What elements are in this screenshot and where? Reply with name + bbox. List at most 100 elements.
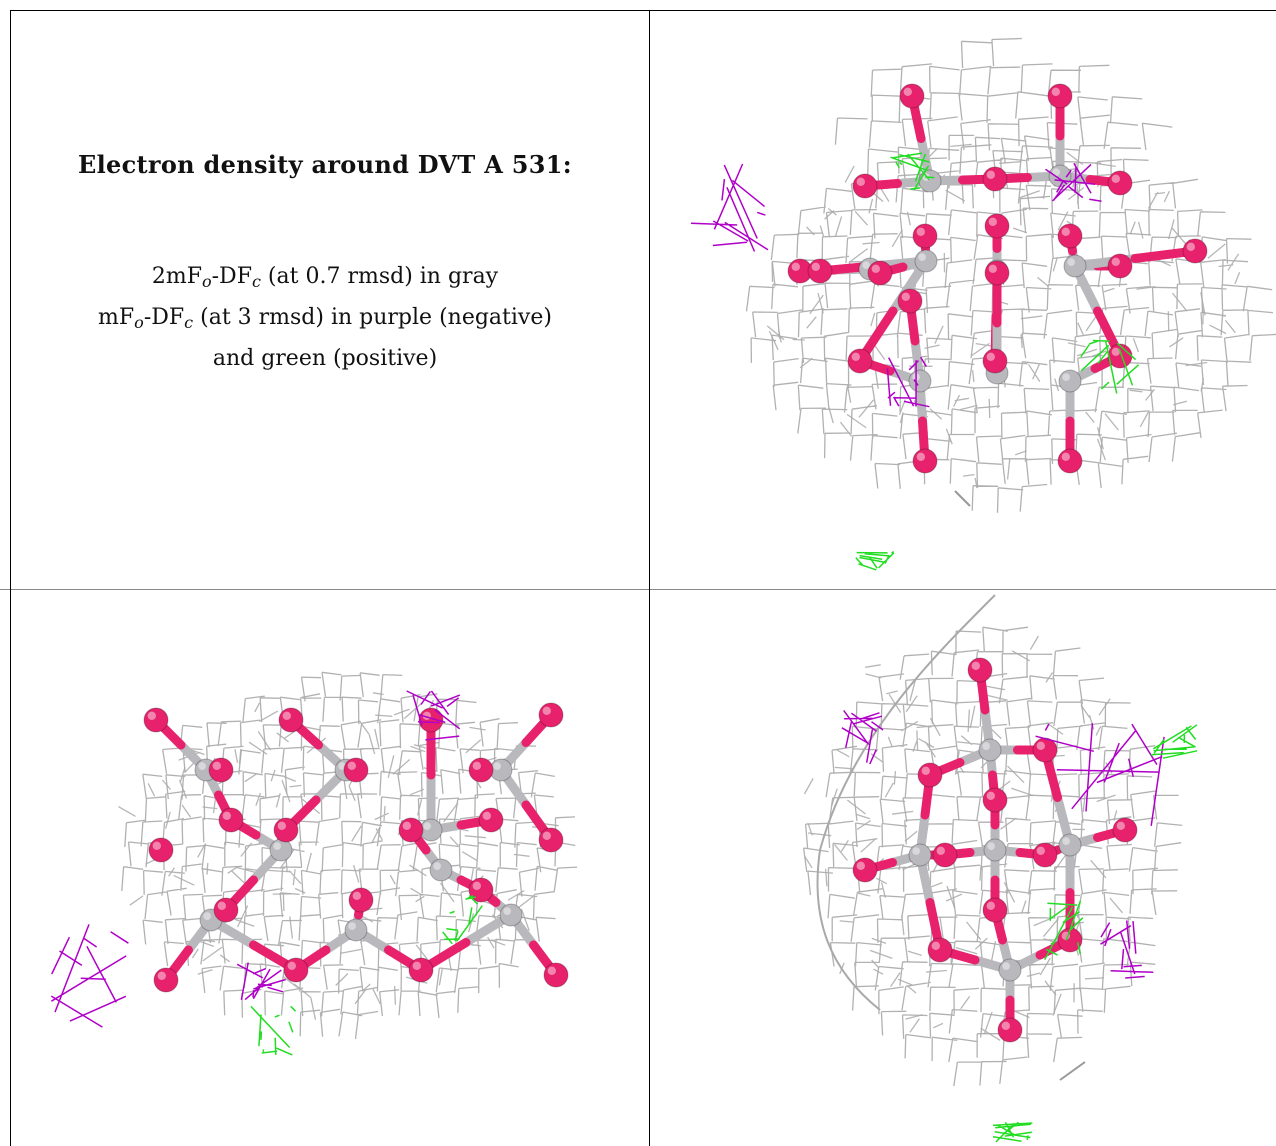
metal-atom-highlight (1052, 168, 1060, 176)
oxygen-atom-highlight (347, 761, 356, 770)
oxygen-atom (984, 260, 1010, 286)
oxygen-atom-highlight (547, 966, 556, 975)
caption-line1-sub-c: c (251, 272, 261, 291)
oxygen-atom-highlight (1111, 347, 1120, 356)
oxygen-atom (847, 348, 873, 374)
metal-atom (918, 169, 942, 193)
negative-density-blob (841, 709, 884, 765)
metal-atom (978, 738, 1002, 762)
negative-density-blob (1035, 723, 1165, 826)
metal-atom-highlight (433, 862, 441, 870)
caption-title: Electron density around DVT A 531: (78, 150, 572, 179)
oxygen-atom-highlight (282, 711, 291, 720)
oxygen-atom-highlight (472, 881, 481, 890)
oxygen-atom-highlight (1061, 227, 1070, 236)
oxygen-atom (897, 288, 923, 314)
oxygen-atom-highlight (1111, 174, 1120, 183)
oxygen-atom (1032, 737, 1058, 763)
oxygen-atom (1112, 817, 1138, 843)
oxygen-atom-highlight (1036, 846, 1045, 855)
metal-atom-highlight (862, 261, 870, 269)
oxygen-atom (912, 223, 938, 249)
oxygen-atom-highlight (916, 452, 925, 461)
caption-line-green: and green (positive) (212, 346, 438, 371)
oxygen-atom-highlight (1116, 821, 1125, 830)
density-mesh-gray (745, 134, 1276, 513)
metal-atom (429, 858, 453, 882)
oxygen-atom-highlight (986, 352, 995, 361)
density-panel-bottom-right (650, 590, 1276, 1146)
density-mesh-gray-strands (766, 143, 1241, 489)
oxygen-atom (278, 707, 304, 733)
negative-density-blob (1100, 920, 1154, 979)
negative-density-blob (236, 962, 286, 1001)
metal-atom-highlight (493, 762, 501, 770)
oxygen-atom-highlight (871, 264, 880, 273)
oxygen-atom-highlight (1111, 257, 1120, 266)
metal-atom-highlight (348, 922, 356, 930)
caption-line-2mfo: 2mFo-DFc (at 0.7 rmsd) in gray (10, 259, 640, 300)
negative-density-blob (1045, 162, 1102, 203)
oxygen-atom (273, 817, 299, 843)
oxygen-atom (932, 842, 958, 868)
metal-atom (344, 918, 368, 942)
oxygen-atom (1057, 448, 1083, 474)
caption-panel: Electron density around DVT A 531: 2mFo-… (10, 150, 640, 377)
oxygen-atom-highlight (921, 766, 930, 775)
caption-line2-suffix: (at 3 rmsd) in purple (negative) (193, 305, 552, 330)
oxygen-atom (343, 757, 369, 783)
oxygen-atom-highlight (986, 901, 995, 910)
oxygen-atom-highlight (472, 761, 481, 770)
positive-density-blob (442, 895, 483, 945)
oxygen-atom-highlight (856, 177, 865, 186)
oxygen-atom (927, 937, 953, 963)
oxygen-atom-highlight (791, 262, 800, 271)
oxygen-atom (1057, 223, 1083, 249)
oxygen-atom-highlight (986, 170, 995, 179)
oxygen-atom (283, 957, 309, 983)
oxygen-atom-highlight (971, 661, 980, 670)
caption-line2-sub-o: o (134, 313, 144, 332)
oxygen-atom (478, 807, 504, 833)
oxygen-atom (852, 857, 878, 883)
metal-atom-highlight (203, 912, 211, 920)
oxygen-atom (982, 787, 1008, 813)
oxygen-atom (418, 707, 444, 733)
metal-atom (269, 838, 293, 862)
metal-atom-highlight (1002, 962, 1010, 970)
oxygen-atom-highlight (277, 821, 286, 830)
oxygen-atom (468, 757, 494, 783)
metal-atom-highlight (987, 842, 995, 850)
positive-density-blob (890, 152, 935, 191)
oxygen-atom-highlight (352, 891, 361, 900)
oxygen-atom (143, 707, 169, 733)
oxygen-atom (208, 757, 234, 783)
oxygen-atom-highlight (903, 87, 912, 97)
density-fragment (954, 490, 971, 507)
oxygen-atom (899, 83, 925, 109)
oxygen-atom-highlight (931, 941, 940, 950)
metal-atom-highlight (912, 847, 920, 855)
density-mesh-gray (121, 671, 578, 1039)
oxygen-atom-highlight (402, 821, 411, 830)
oxygen-atom (997, 1017, 1023, 1043)
caption-line1-suffix: (at 0.7 rmsd) in gray (260, 264, 499, 289)
table-center-border (649, 10, 650, 1146)
density-fragment (1059, 1061, 1086, 1081)
metal-atom-highlight (918, 253, 926, 261)
oxygen-atom (982, 166, 1008, 192)
oxygen-atom-highlight (152, 841, 161, 850)
oxygen-atom-highlight (988, 217, 997, 226)
density-sheet-edge (816, 594, 996, 1011)
oxygen-atom (917, 762, 943, 788)
negative-density-blob (50, 924, 129, 1028)
oxygen-atom-highlight (1051, 87, 1060, 97)
oxygen-atom (1047, 83, 1073, 109)
caption-line1-sub-o: o (201, 272, 212, 291)
oxygen-atom (852, 173, 878, 199)
oxygen-atom (982, 897, 1008, 923)
positive-density-blob (1080, 339, 1140, 394)
oxygen-atom-highlight (222, 811, 231, 820)
metal-atom (1058, 833, 1082, 857)
metal-atom (908, 369, 932, 393)
